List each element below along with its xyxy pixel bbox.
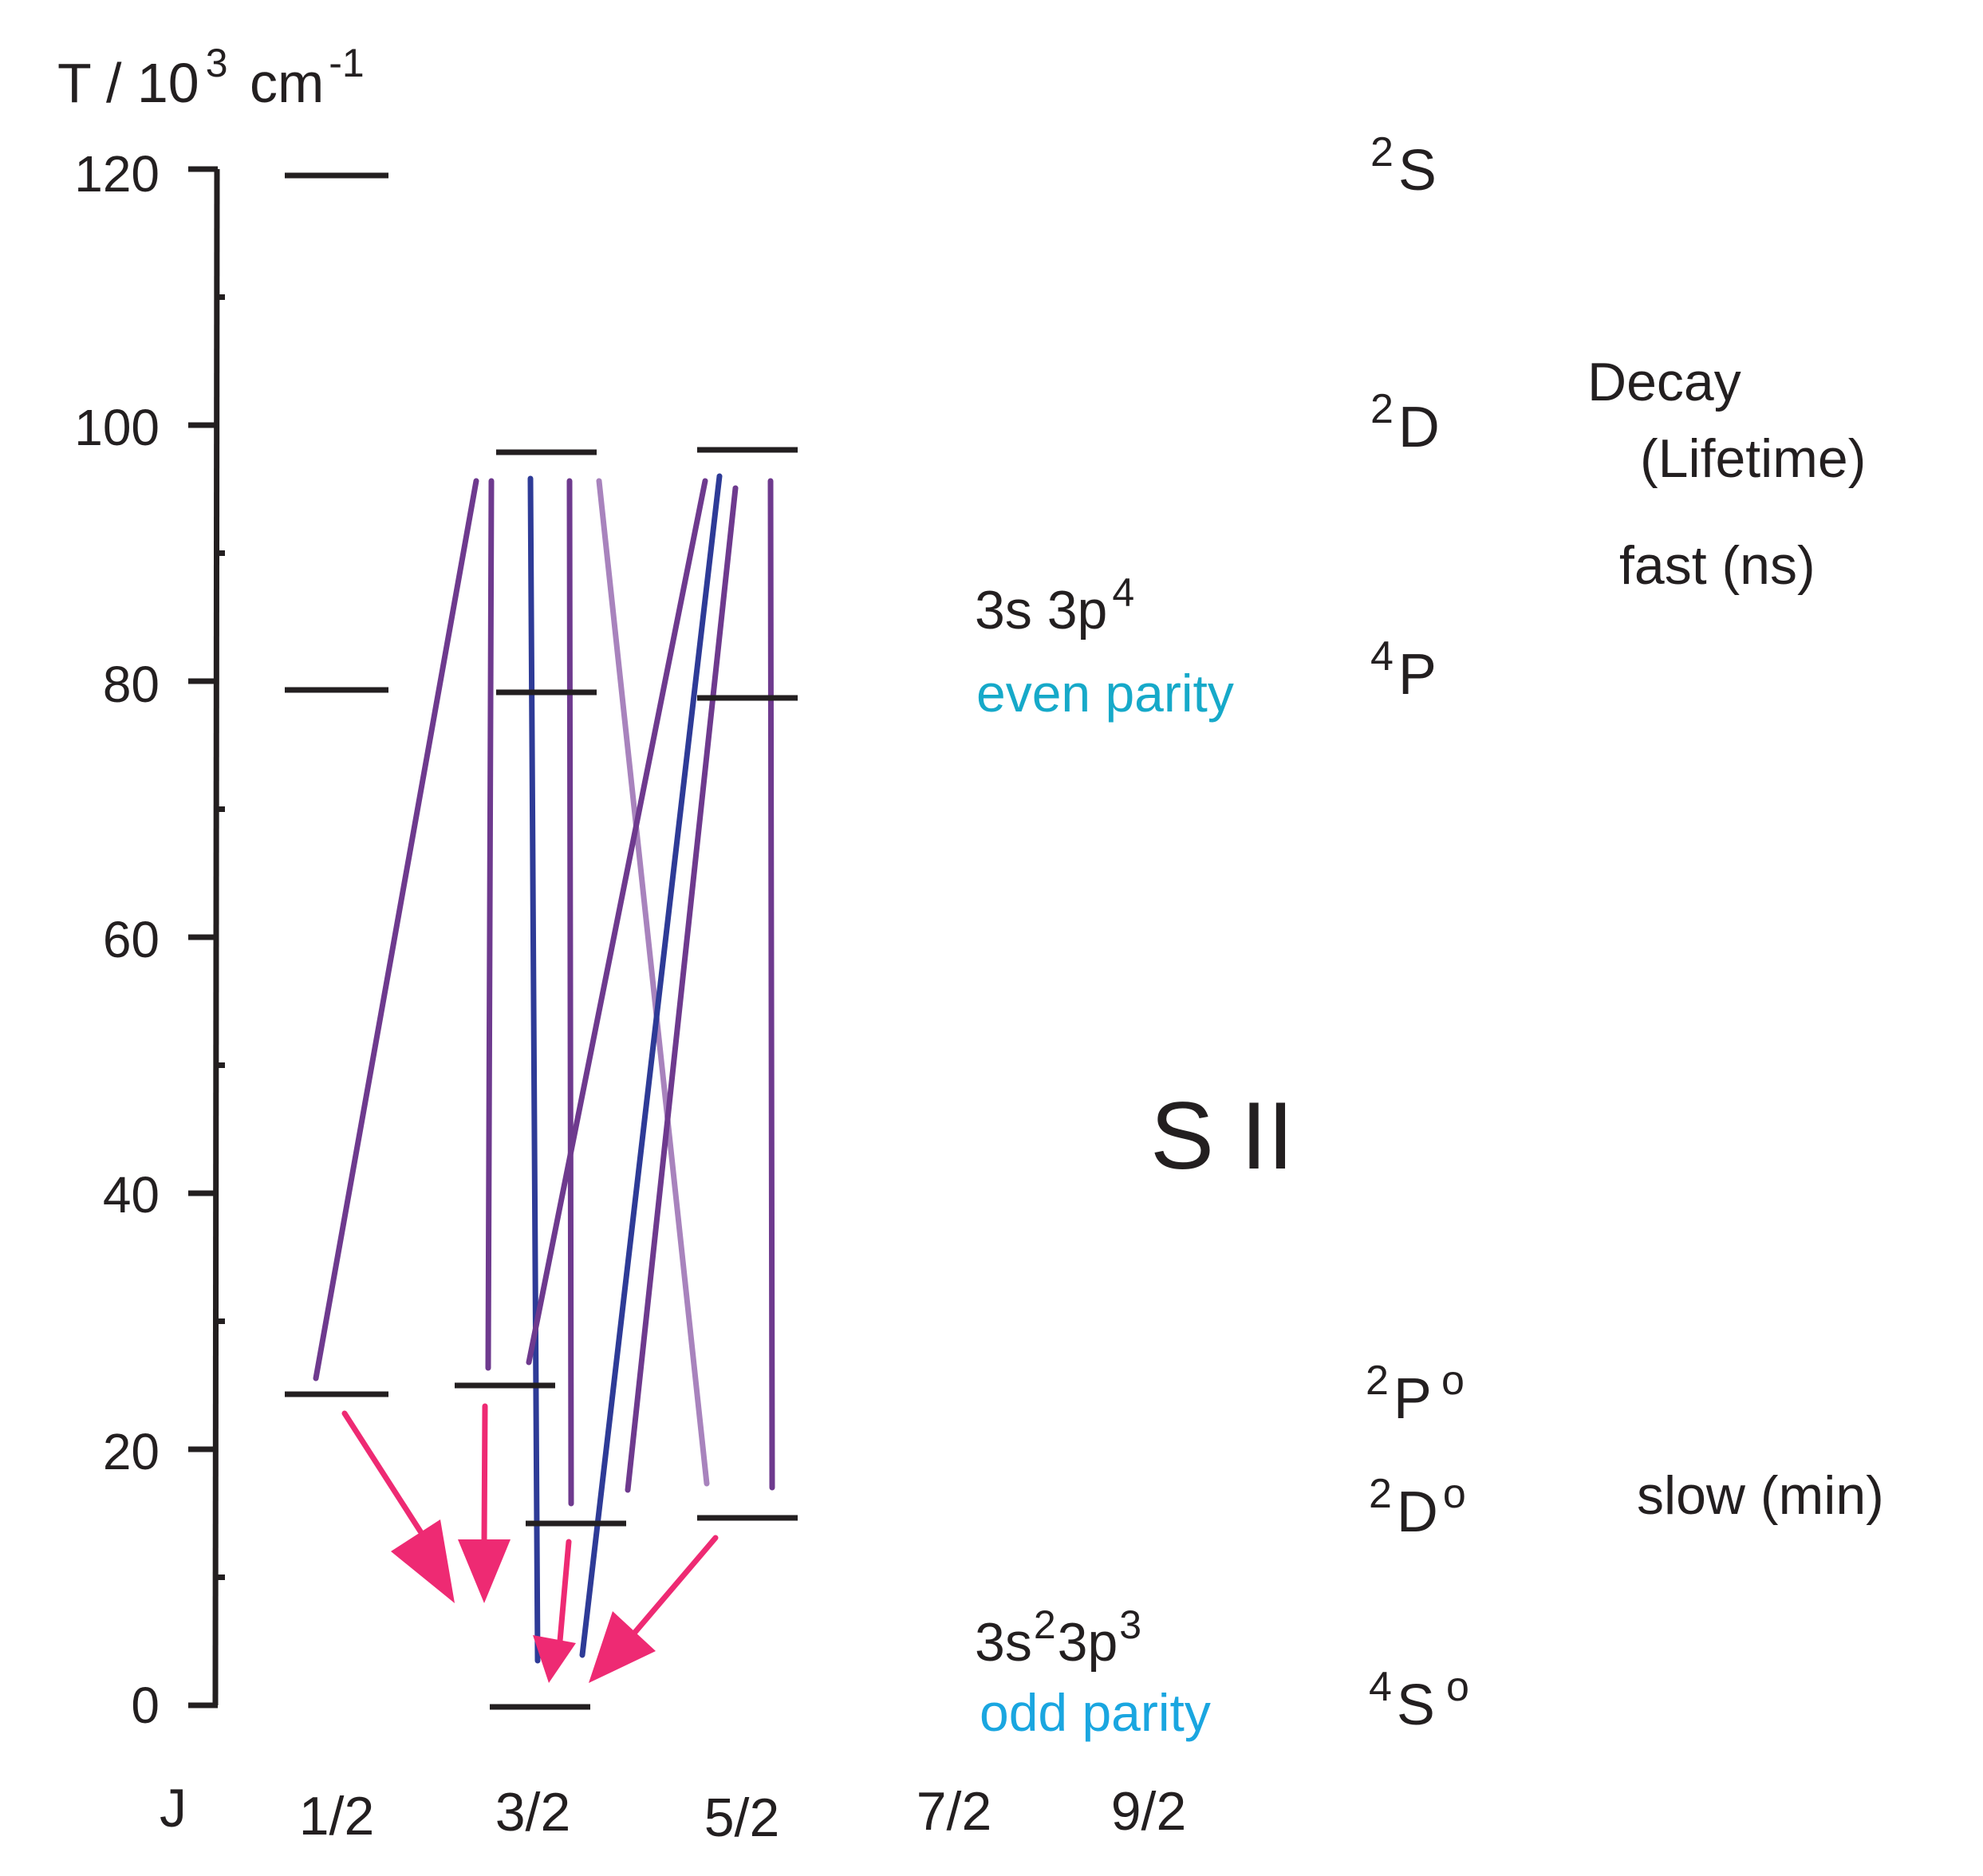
tick-label-40: 40 (103, 1166, 160, 1224)
forbidden-arrowhead (533, 1635, 576, 1683)
transition-line (526, 478, 708, 1366)
term-2Po: 2P o (1366, 1358, 1465, 1431)
term-labels: 2S 2D 4P 2P o 2D o 4S o (1366, 129, 1469, 1737)
j-axis-label: J (160, 1778, 187, 1839)
decay-subtitle: (Lifetime) (1640, 428, 1866, 489)
transition-line (566, 478, 574, 1507)
energy-axis: T / 10 3 cm -1 (57, 41, 365, 1708)
tick-label-80: 80 (103, 656, 160, 713)
forbidden-arrowhead (458, 1539, 511, 1603)
term-4So-mult: 4 (1369, 1664, 1392, 1710)
axis-title-unit-exponent: -1 (329, 41, 364, 85)
config-even-text: 3s 3p (975, 580, 1107, 640)
forbidden-arrow-shaft (341, 1410, 424, 1535)
decay-slow: slow (min) (1637, 1465, 1884, 1526)
axis-title: T / 10 3 cm -1 (57, 41, 365, 114)
term-2D: 2D (1370, 386, 1440, 459)
term-2Po-mult: 2 (1366, 1358, 1389, 1404)
j-label-1_2: 1/2 (299, 1786, 375, 1846)
forbidden-arrowheads (391, 1519, 656, 1683)
j-label-9_2: 9/2 (1111, 1781, 1187, 1842)
config-odd: 3s23p3 odd parity (975, 1602, 1211, 1742)
forbidden-arrow-shaft (555, 1539, 572, 1662)
term-2Do-mult: 2 (1369, 1471, 1392, 1517)
transition-line (485, 478, 495, 1371)
config-even-exponent: 4 (1112, 570, 1134, 615)
transition-line (767, 478, 775, 1491)
j-label-7_2: 7/2 (917, 1781, 992, 1842)
transition-line (527, 475, 541, 1664)
term-4So-letter: S (1397, 1673, 1435, 1737)
tick-label-20: 20 (103, 1423, 160, 1480)
transition-line (579, 473, 723, 1658)
forbidden-arrowhead (589, 1611, 656, 1683)
transition-line (596, 478, 710, 1487)
decay-annotations: Decay (Lifetime) fast (ns) slow (min) (1587, 352, 1884, 1526)
term-2Po-odd: o (1441, 1358, 1465, 1404)
ion-label: S II (1150, 1082, 1294, 1189)
term-2Do: 2D o (1369, 1471, 1466, 1544)
config-odd-text-b: 3p (1058, 1612, 1118, 1673)
tick-label-60: 60 (103, 911, 160, 968)
term-2Do-odd: o (1443, 1471, 1466, 1517)
config-odd-exp-a: 2 (1034, 1602, 1056, 1647)
config-even: 3s 3p 4 even parity (975, 570, 1234, 723)
term-2S: 2S (1370, 129, 1437, 203)
term-4P-mult: 4 (1370, 633, 1394, 680)
axis-ticks (188, 166, 225, 1708)
forbidden-arrow-shaft (629, 1535, 719, 1638)
energy-levels (285, 172, 798, 1710)
term-4P: 4P (1370, 633, 1437, 707)
axis-title-base: T / 10 (57, 52, 199, 114)
j-label-5_2: 5/2 (704, 1787, 780, 1848)
term-2D-letter: D (1398, 396, 1440, 459)
tick-label-120: 120 (74, 145, 160, 203)
config-even-parity: even parity (976, 664, 1234, 723)
forbidden-arrowhead (391, 1519, 455, 1603)
axis-title-unit: cm (235, 52, 325, 114)
term-4So-odd: o (1446, 1664, 1469, 1710)
transition-line (625, 485, 739, 1493)
config-even-label: 3s 3p 4 (975, 570, 1134, 640)
term-4So: 4S o (1369, 1664, 1469, 1737)
axis-title-exponent: 3 (206, 41, 228, 85)
config-odd-text-a: 3s (975, 1612, 1032, 1673)
allowed-transitions (313, 473, 775, 1664)
config-odd-parity: odd parity (980, 1683, 1211, 1742)
term-4P-letter: P (1398, 643, 1437, 707)
j-label-3_2: 3/2 (495, 1782, 571, 1843)
axis-tick-labels: 0 20 40 60 80 100 120 (74, 145, 160, 1734)
transition-line (313, 478, 479, 1381)
forbidden-transitions (341, 1403, 719, 1662)
j-axis: J 1/2 3/2 5/2 7/2 9/2 (160, 1778, 1186, 1848)
term-2D-mult: 2 (1370, 386, 1394, 432)
config-odd-exp-b: 3 (1119, 1602, 1141, 1647)
term-2S-letter: S (1398, 139, 1437, 203)
term-2Po-letter: P (1394, 1367, 1432, 1431)
forbidden-arrow-shaft (481, 1403, 488, 1547)
term-2S-mult: 2 (1370, 129, 1394, 175)
term-2Do-letter: D (1397, 1480, 1438, 1544)
config-odd-label: 3s23p3 (975, 1602, 1141, 1673)
decay-title: Decay (1587, 352, 1741, 412)
tick-label-0: 0 (131, 1677, 160, 1734)
tick-label-100: 100 (74, 399, 160, 456)
decay-fast: fast (ns) (1619, 535, 1815, 596)
